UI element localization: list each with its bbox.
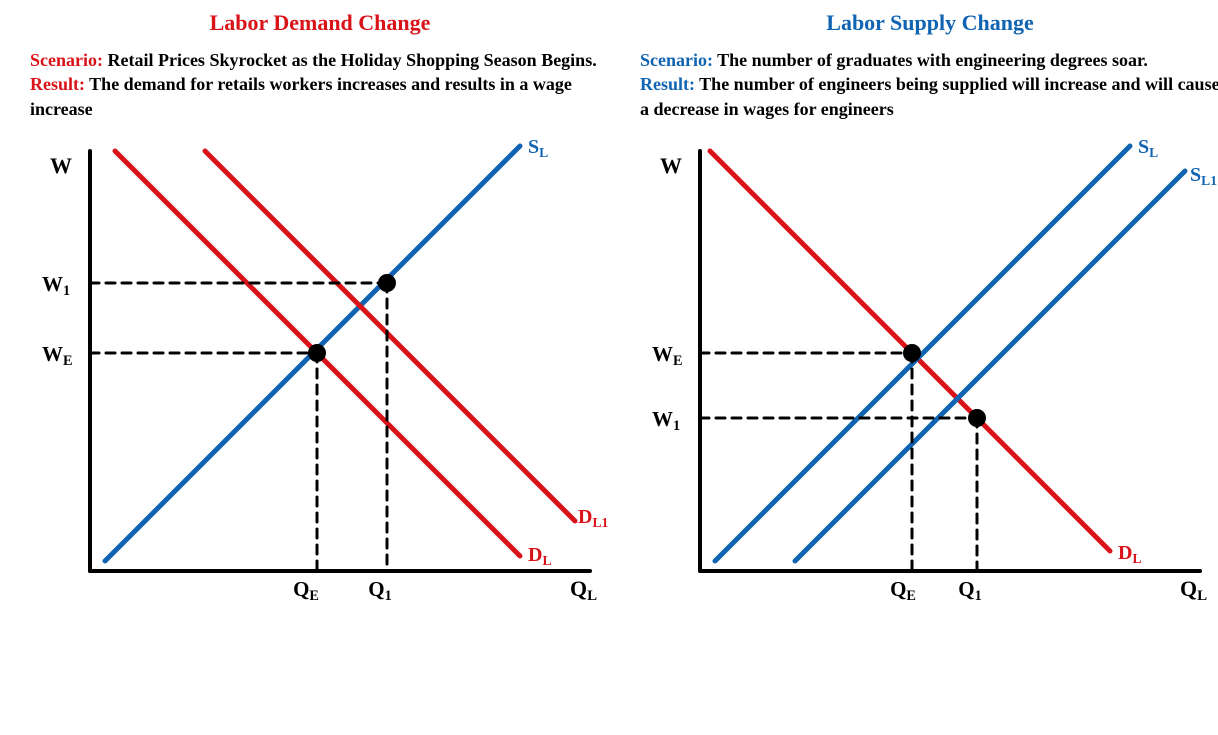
scenario-text: The number of graduates with engineering… (713, 50, 1148, 70)
scenario-label: Scenario: (640, 50, 713, 70)
w1-label: W1 (652, 407, 680, 434)
equilibrium-point-original (308, 344, 326, 362)
supply-curve-shifted (795, 171, 1185, 561)
dl-label: DL (1118, 542, 1142, 566)
result-text: The demand for retails workers increases… (30, 74, 572, 118)
dl-label: DL (528, 544, 552, 568)
demand-title: Labor Demand Change (30, 10, 610, 36)
supply-panel: Labor Supply Change Scenario: The number… (640, 10, 1218, 725)
sl1-label: SL1 (1190, 164, 1217, 188)
w1-label: W1 (42, 272, 70, 299)
w-axis-label: W (50, 153, 72, 178)
demand-chart: W QL W1 WE QE Q1 SL DL DL1 (30, 131, 610, 725)
q1-label: Q1 (368, 577, 391, 604)
scenario-text: Retail Prices Skyrocket as the Holiday S… (103, 50, 597, 70)
demand-svg: W QL W1 WE QE Q1 SL DL DL1 (30, 131, 610, 621)
demand-desc: Scenario: Retail Prices Skyrocket as the… (30, 48, 610, 121)
demand-curve-shifted (205, 151, 575, 521)
supply-svg: W QL WE W1 QE Q1 SL SL1 DL (640, 131, 1218, 621)
we-label: WE (42, 342, 73, 369)
we-label: WE (652, 342, 683, 369)
q1-label: Q1 (958, 577, 981, 604)
ql-axis-label: QL (1180, 576, 1207, 604)
sl-label: SL (528, 136, 548, 160)
scenario-label: Scenario: (30, 50, 103, 70)
qe-label: QE (890, 577, 916, 604)
supply-chart: W QL WE W1 QE Q1 SL SL1 DL (640, 131, 1218, 725)
supply-desc: Scenario: The number of graduates with e… (640, 48, 1218, 121)
equilibrium-point-new (968, 409, 986, 427)
result-text: The number of engineers being supplied w… (640, 74, 1218, 118)
ql-axis-label: QL (570, 576, 597, 604)
dl1-label: DL1 (578, 506, 609, 530)
equilibrium-point-original (903, 344, 921, 362)
w-axis-label: W (660, 153, 682, 178)
supply-title: Labor Supply Change (640, 10, 1218, 36)
equilibrium-point-new (378, 274, 396, 292)
supply-curve-original (715, 146, 1130, 561)
demand-panel: Labor Demand Change Scenario: Retail Pri… (30, 10, 610, 725)
result-label: Result: (30, 74, 85, 94)
qe-label: QE (293, 577, 319, 604)
sl-label: SL (1138, 136, 1158, 160)
result-label: Result: (640, 74, 695, 94)
